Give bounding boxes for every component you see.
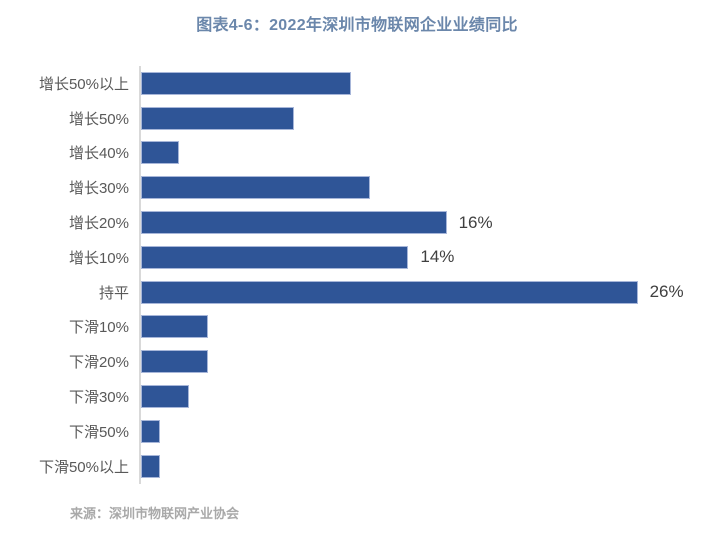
bar (141, 350, 208, 374)
category-label: 增长10% (68, 249, 129, 267)
bar (141, 71, 352, 95)
bar-track (139, 379, 714, 414)
chart-row: 下滑30% (0, 379, 714, 414)
category-label: 增长50% (68, 110, 129, 128)
bar-track (139, 448, 714, 484)
bar (141, 385, 189, 409)
bar-value-label: 14% (420, 247, 455, 267)
category-label: 增长50%以上 (38, 75, 129, 93)
category-label: 下滑10% (68, 319, 129, 337)
chart-row: 增长50% (0, 100, 714, 136)
category-label: 下滑50% (68, 423, 129, 441)
bar (141, 106, 294, 130)
bar-track (139, 100, 714, 136)
chart-row: 下滑20% (0, 344, 714, 380)
bar-track: 26% (139, 274, 714, 310)
bar-track (139, 66, 714, 101)
bar (141, 280, 638, 304)
category-label: 增长40% (68, 145, 129, 163)
chart-rows: 增长50%以上增长50% 增长40% 增长30% 增长20% 16% 增长10% 14% 持平… (0, 66, 714, 484)
category-label: 持平 (98, 284, 129, 302)
category-label: 增长20% (68, 215, 129, 233)
bar (141, 141, 180, 165)
chart-title: 图表4-6：2022年深圳市物联网企业业绩同比 (196, 17, 518, 34)
chart-row: 下滑50%以上 (0, 448, 714, 484)
bar-track (139, 135, 714, 171)
category-label: 下滑50%以上 (38, 458, 129, 476)
bar-track (139, 170, 714, 206)
chart-row: 增长30% (0, 170, 714, 206)
bar (141, 454, 161, 478)
category-label: 增长30% (68, 180, 129, 198)
bar-track (139, 344, 714, 380)
chart-row: 增长10% 14% (0, 239, 714, 275)
bar-value-label: 16% (458, 212, 493, 232)
bar (141, 176, 371, 200)
bar-track (139, 413, 714, 449)
bar-chart: 增长50%以上增长50% 增长40% 增长30% 增长20% 16% 增长10% 14% 持平… (0, 66, 714, 484)
bar (141, 315, 208, 339)
bar-track: 16% (139, 205, 714, 240)
bar-value-label: 26% (649, 282, 684, 302)
chart-row: 增长50%以上 (0, 66, 714, 101)
bar-track: 14% (139, 239, 714, 275)
chart-row: 增长40% (0, 135, 714, 171)
bar (141, 419, 161, 443)
bar-track (139, 309, 714, 345)
category-label: 下滑20% (68, 354, 129, 372)
bar (141, 245, 409, 269)
chart-row: 增长20% 16% (0, 205, 714, 240)
category-label: 下滑30% (68, 389, 129, 407)
bar (141, 211, 447, 235)
chart-row: 持平 26% (0, 274, 714, 310)
source-note: 来源：深圳市物联网产业协会 (70, 506, 240, 521)
chart-row: 下滑10% (0, 309, 714, 345)
chart-row: 下滑50% (0, 413, 714, 449)
